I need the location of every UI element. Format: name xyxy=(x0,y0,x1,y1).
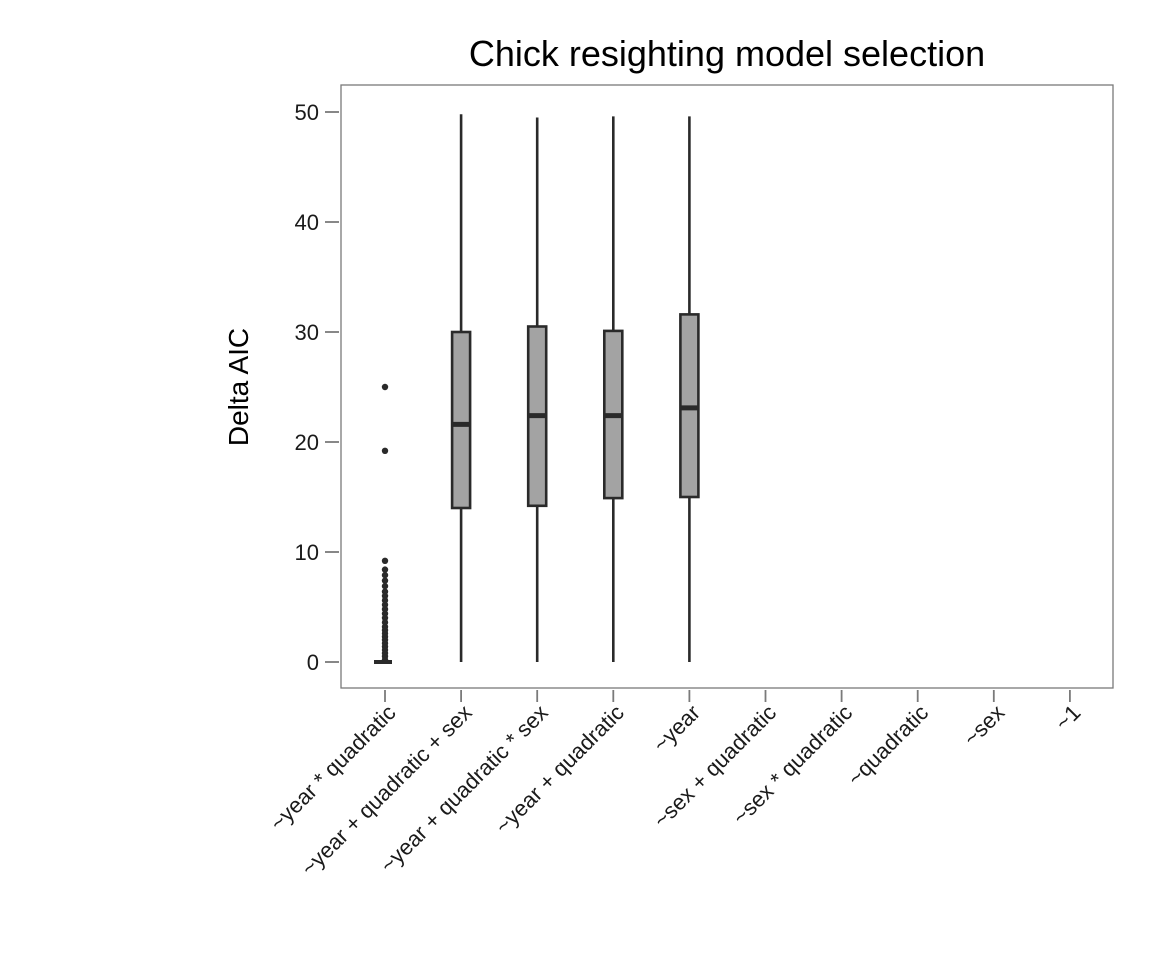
outlier-point xyxy=(381,577,389,584)
outlier-point xyxy=(381,614,389,622)
box-group xyxy=(450,114,472,662)
y-tick-label: 30 xyxy=(295,320,319,345)
y-tick-label: 0 xyxy=(307,650,319,675)
boxes-layer xyxy=(374,114,700,664)
y-tick-label: 20 xyxy=(295,430,319,455)
outlier-point xyxy=(381,557,389,564)
chart-title: Chick resighting model selection xyxy=(469,33,985,74)
outlier-point xyxy=(381,592,389,600)
box-group xyxy=(679,116,700,662)
box-iqr xyxy=(450,330,472,510)
outlier-point xyxy=(381,619,389,626)
outlier-point xyxy=(381,597,389,604)
box-group xyxy=(602,116,624,662)
outlier-point xyxy=(381,582,389,590)
y-tick-label: 40 xyxy=(295,210,319,235)
plot-frame xyxy=(340,84,1114,689)
outlier-point xyxy=(381,601,389,608)
x-tick-label: ~sex xyxy=(958,700,1009,751)
y-tick-label: 10 xyxy=(295,540,319,565)
x-tick-label: ~1 xyxy=(1050,700,1085,735)
outlier-point xyxy=(381,588,389,595)
outlier-point xyxy=(381,623,389,630)
x-axis: ~year * quadratic~year + quadratic + sex… xyxy=(265,690,1085,881)
y-axis: 0 10 20 30 40 50 xyxy=(295,100,339,675)
outlier-point xyxy=(381,606,389,613)
outlier-point xyxy=(381,383,389,391)
x-tick-label: ~year * quadratic xyxy=(265,700,401,836)
outlier-point xyxy=(381,447,389,454)
x-tick-label: ~quadratic xyxy=(842,700,933,791)
outlier-point xyxy=(381,610,389,617)
outlier-point xyxy=(381,571,389,579)
outlier-point xyxy=(381,566,389,573)
y-tick-label: 50 xyxy=(295,100,319,125)
box-group xyxy=(374,383,392,664)
box-group xyxy=(526,117,548,662)
y-axis-label: Delta AIC xyxy=(223,328,254,446)
x-tick-label: ~year xyxy=(648,700,705,757)
x-tick-label: ~year + quadratic xyxy=(490,700,629,839)
